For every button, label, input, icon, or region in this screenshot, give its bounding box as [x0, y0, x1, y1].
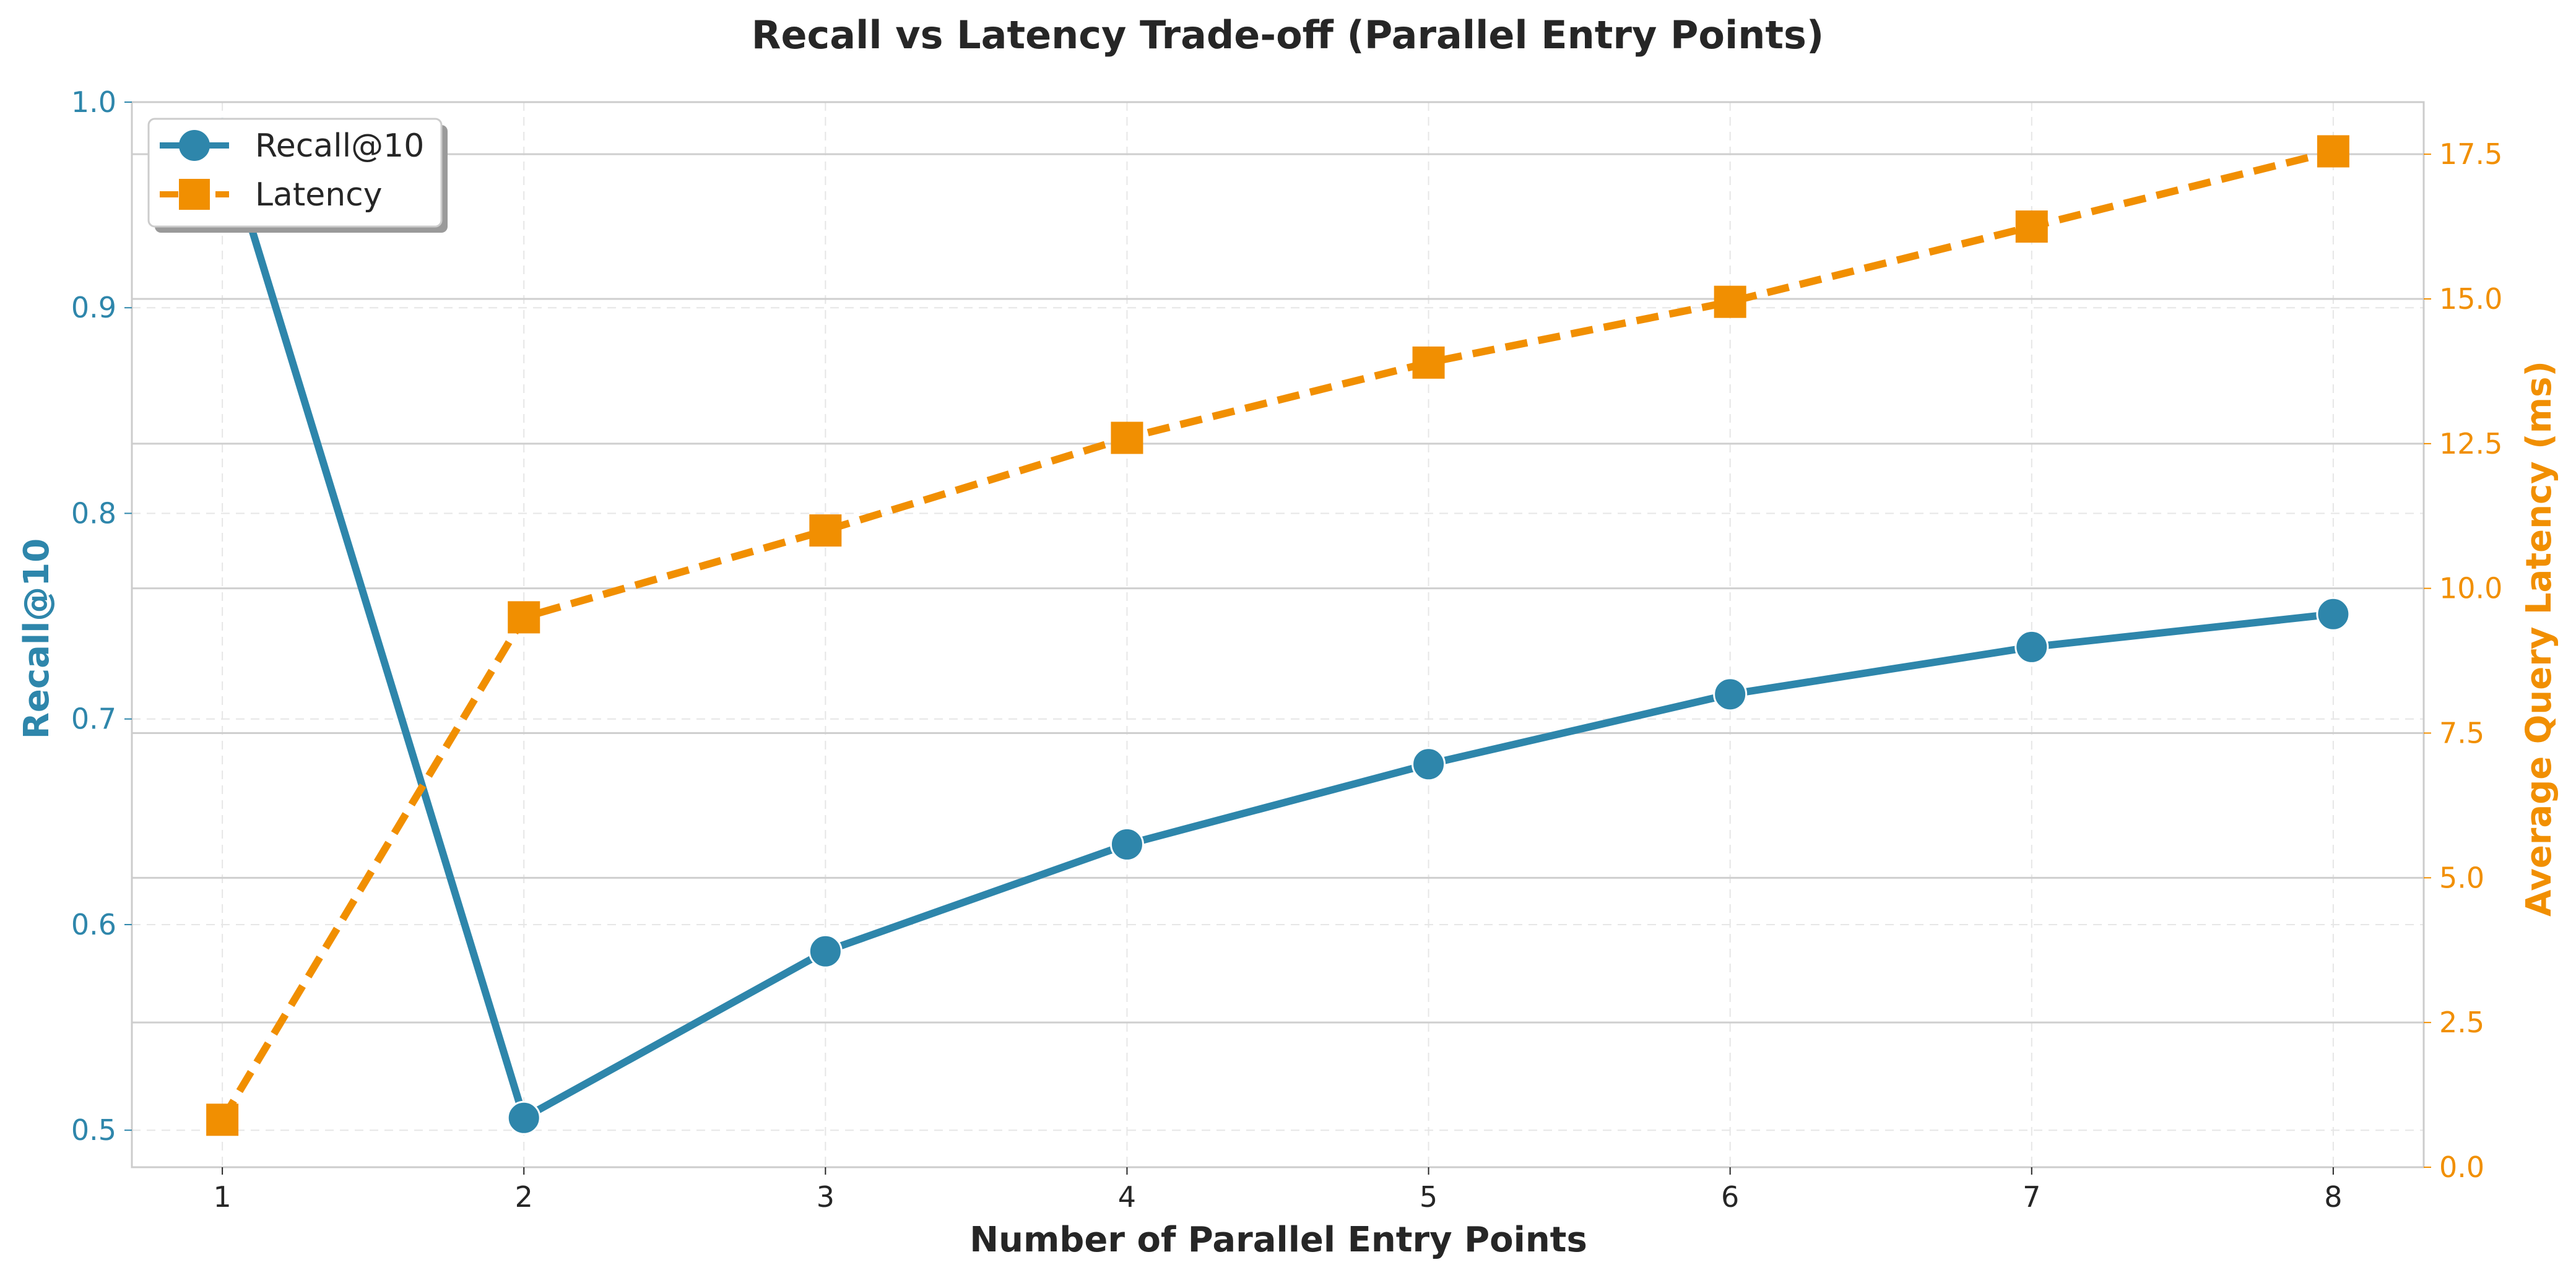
- left-tick-label: 1.0: [71, 85, 116, 119]
- latency-data-point: [1111, 421, 1143, 454]
- x-tick-label: 3: [817, 1180, 835, 1214]
- recall-data-point: [1713, 677, 1748, 712]
- x-tick-label: 2: [515, 1180, 533, 1214]
- latency-data-point: [508, 601, 540, 634]
- latency-data-point: [2317, 135, 2349, 168]
- latency-series-line: [219, 147, 2335, 1122]
- legend-recall-marker: [179, 130, 210, 161]
- recall-data-point: [1109, 827, 1144, 861]
- right-tick-label: 2.5: [2439, 1006, 2484, 1039]
- recall-data-point: [506, 1100, 541, 1135]
- left-tick-label: 0.7: [71, 702, 116, 736]
- x-tick-label: 1: [213, 1180, 231, 1214]
- right-tick-label: 17.5: [2439, 137, 2502, 171]
- left-axis-ticks: 0.5 0.6 0.7 0.8 0.9 1.0: [71, 85, 132, 1147]
- latency-data-point: [206, 1103, 239, 1136]
- right-axis-ticks: 0.0 2.5 5.0 7.5 10.0 12.5 15.0 17.5: [2424, 137, 2502, 1184]
- right-tick-label: 15.0: [2439, 282, 2502, 316]
- recall-series-line: [219, 132, 2334, 1122]
- right-axis-label: Average Query Latency (ms): [2519, 361, 2559, 917]
- x-tick-label: 5: [1420, 1180, 1438, 1214]
- right-tick-label: 0.0: [2439, 1151, 2484, 1184]
- legend-latency-marker: [179, 179, 210, 210]
- latency-data-point: [809, 514, 842, 547]
- recall-data-point: [808, 934, 843, 969]
- latency-data-point: [2015, 210, 2048, 243]
- right-tick-label: 7.5: [2439, 717, 2484, 750]
- left-tick-label: 0.9: [71, 291, 116, 324]
- x-axis-label: Number of Parallel Entry Points: [969, 1220, 1587, 1260]
- latency-data-point: [1412, 346, 1445, 379]
- legend: Recall@10 Latency: [147, 118, 448, 233]
- x-tick-label: 6: [1721, 1180, 1739, 1214]
- right-grid-layer: [132, 153, 2424, 1168]
- legend-latency-label: Latency: [255, 176, 383, 214]
- right-tick-label: 5.0: [2439, 861, 2484, 894]
- chart-title: Recall vs Latency Trade-off (Parallel En…: [752, 12, 1824, 58]
- x-tick-label: 8: [2324, 1180, 2342, 1214]
- recall-data-point: [2316, 597, 2351, 631]
- plot-frame: [131, 101, 2425, 1168]
- recall-data-point: [1412, 747, 1446, 782]
- x-tick-label: 7: [2023, 1180, 2040, 1214]
- left-axis-label: Recall@10: [17, 538, 57, 739]
- series-layer: [205, 116, 2351, 1136]
- left-tick-label: 0.6: [71, 908, 116, 941]
- x-axis-ticks: 1 2 3 4 5 6 7 8: [213, 1167, 2343, 1214]
- left-tick-label: 0.5: [71, 1113, 116, 1147]
- legend-recall-label: Recall@10: [255, 127, 424, 165]
- right-tick-label: 10.0: [2439, 572, 2502, 605]
- right-tick-label: 12.5: [2439, 427, 2502, 460]
- x-tick-label: 4: [1118, 1180, 1136, 1214]
- latency-data-point: [1714, 285, 1746, 318]
- left-tick-label: 0.8: [71, 496, 116, 530]
- recall-data-point: [2014, 629, 2049, 664]
